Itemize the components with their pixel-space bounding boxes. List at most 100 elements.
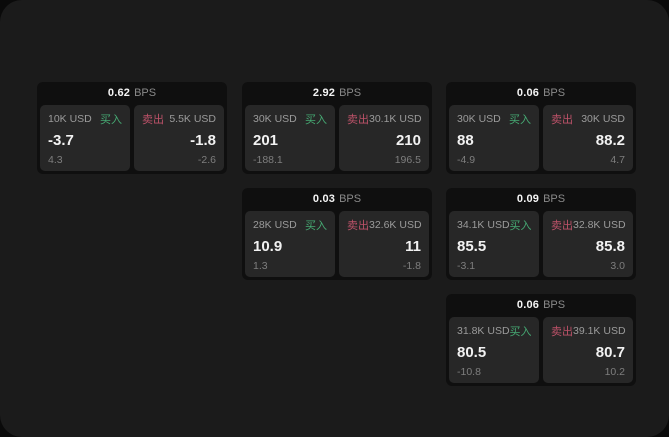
buy-panel[interactable]: 30K USD 买入 88 -4.9 [449,105,539,171]
sell-price: 11 [405,238,421,255]
card-header: 0.62 BPS [37,82,227,103]
buy-tag: 买入 [100,114,122,126]
card-body: 10K USD 买入 -3.7 4.3 卖出 5.5K USD -1.8 -2.… [37,103,227,174]
buy-panel[interactable]: 10K USD 买入 -3.7 4.3 [40,105,130,171]
bps-value: 0.03 [312,192,336,205]
sell-amount: 30.1K USD [369,113,422,125]
buy-delta: 4.3 [48,154,63,166]
sell-top-row: 卖出 39.1K USD [551,323,626,339]
card-body: 30K USD 买入 201 -188.1 卖出 30.1K USD 210 1… [242,103,432,174]
quote-card[interactable]: 0.09 BPS 34.1K USD 买入 85.5 -3.1 卖出 32.8K… [446,188,636,280]
sell-amount: 5.5K USD [169,113,216,125]
buy-top-row: 31.8K USD 买入 [457,323,532,339]
sell-price: 210 [395,132,421,149]
buy-tag: 买入 [305,220,327,232]
sell-panel[interactable]: 卖出 30K USD 88.2 4.7 [543,105,633,171]
sell-top-row: 卖出 32.8K USD [551,217,626,233]
sell-panel[interactable]: 卖出 5.5K USD -1.8 -2.6 [134,105,224,171]
buy-tag: 买入 [509,326,532,338]
sell-delta: 3.0 [610,260,625,272]
buy-amount: 30K USD [253,113,297,125]
buy-price: -3.7 [48,132,74,149]
buy-panel[interactable]: 34.1K USD 买入 85.5 -3.1 [449,211,539,277]
buy-price: 85.5 [457,238,487,255]
bps-value: 0.06 [516,86,540,99]
buy-top-row: 10K USD 买入 [48,111,122,127]
sell-tag: 卖出 [551,114,573,126]
sell-tag: 卖出 [551,326,573,338]
buy-top-row: 30K USD 买入 [457,111,531,127]
bps-value: 0.09 [516,192,540,205]
card-header: 0.06 BPS [446,294,636,315]
buy-top-row: 28K USD 买入 [253,217,327,233]
sell-amount: 32.8K USD [573,219,626,231]
buy-top-row: 30K USD 买入 [253,111,327,127]
sell-price: 88.2 [595,132,625,149]
sell-tag: 卖出 [347,220,369,232]
sell-delta: -2.6 [197,154,216,166]
bps-value: 0.06 [516,298,540,311]
sell-top-row: 卖出 5.5K USD [142,111,216,127]
buy-price: 88 [457,132,474,149]
card-body: 31.8K USD 买入 80.5 -10.8 卖出 39.1K USD 80.… [446,315,636,386]
bps-value: 0.62 [107,86,131,99]
buy-price: 201 [253,132,279,149]
buy-delta: -10.8 [457,366,481,378]
buy-delta: -4.9 [457,154,476,166]
bps-unit-label: BPS [339,86,362,99]
sell-tag: 卖出 [551,220,573,232]
buy-delta: -3.1 [457,260,476,272]
card-header: 2.92 BPS [242,82,432,103]
sell-delta: 4.7 [610,154,625,166]
bps-unit-label: BPS [339,192,362,205]
bps-unit-label: BPS [543,298,566,311]
sell-amount: 32.6K USD [369,219,422,231]
sell-panel[interactable]: 卖出 32.8K USD 85.8 3.0 [543,211,633,277]
buy-tag: 买入 [305,114,327,126]
buy-price: 80.5 [457,344,487,361]
card-body: 30K USD 买入 88 -4.9 卖出 30K USD 88.2 4.7 [446,103,636,174]
buy-panel[interactable]: 28K USD 买入 10.9 1.3 [245,211,335,277]
sell-delta: 196.5 [394,154,421,166]
sell-amount: 30K USD [581,113,625,125]
buy-delta: 1.3 [253,260,268,272]
buy-amount: 28K USD [253,219,297,231]
bps-unit-label: BPS [134,86,157,99]
sell-top-row: 卖出 30.1K USD [347,111,422,127]
sell-panel[interactable]: 卖出 30.1K USD 210 196.5 [339,105,429,171]
sell-delta: -1.8 [402,260,421,272]
quote-card[interactable]: 0.03 BPS 28K USD 买入 10.9 1.3 卖出 32.6K US… [242,188,432,280]
bps-value: 2.92 [312,86,336,99]
sell-price: 80.7 [595,344,625,361]
buy-price: 10.9 [253,238,283,255]
buy-top-row: 34.1K USD 买入 [457,217,532,233]
buy-panel[interactable]: 30K USD 买入 201 -188.1 [245,105,335,171]
buy-amount: 34.1K USD [457,219,510,231]
sell-delta: 10.2 [604,366,625,378]
buy-tag: 买入 [509,114,531,126]
quote-card[interactable]: 2.92 BPS 30K USD 买入 201 -188.1 卖出 30.1K … [242,82,432,174]
card-header: 0.06 BPS [446,82,636,103]
card-body: 34.1K USD 买入 85.5 -3.1 卖出 32.8K USD 85.8… [446,209,636,280]
sell-amount: 39.1K USD [573,325,626,337]
buy-delta: -188.1 [253,154,283,166]
buy-tag: 买入 [509,220,532,232]
sell-top-row: 卖出 30K USD [551,111,625,127]
card-header: 0.03 BPS [242,188,432,209]
card-body: 28K USD 买入 10.9 1.3 卖出 32.6K USD 11 -1.8 [242,209,432,280]
bps-unit-label: BPS [543,192,566,205]
sell-top-row: 卖出 32.6K USD [347,217,422,233]
buy-amount: 30K USD [457,113,501,125]
buy-panel[interactable]: 31.8K USD 买入 80.5 -10.8 [449,317,539,383]
buy-amount: 10K USD [48,113,92,125]
sell-price: -1.8 [190,132,216,149]
card-header: 0.09 BPS [446,188,636,209]
quote-card[interactable]: 0.62 BPS 10K USD 买入 -3.7 4.3 卖出 5.5K USD… [37,82,227,174]
buy-amount: 31.8K USD [457,325,510,337]
quote-card[interactable]: 0.06 BPS 30K USD 买入 88 -4.9 卖出 30K USD 8… [446,82,636,174]
sell-price: 85.8 [595,238,625,255]
sell-panel[interactable]: 卖出 32.6K USD 11 -1.8 [339,211,429,277]
quote-card[interactable]: 0.06 BPS 31.8K USD 买入 80.5 -10.8 卖出 39.1… [446,294,636,386]
sell-panel[interactable]: 卖出 39.1K USD 80.7 10.2 [543,317,633,383]
